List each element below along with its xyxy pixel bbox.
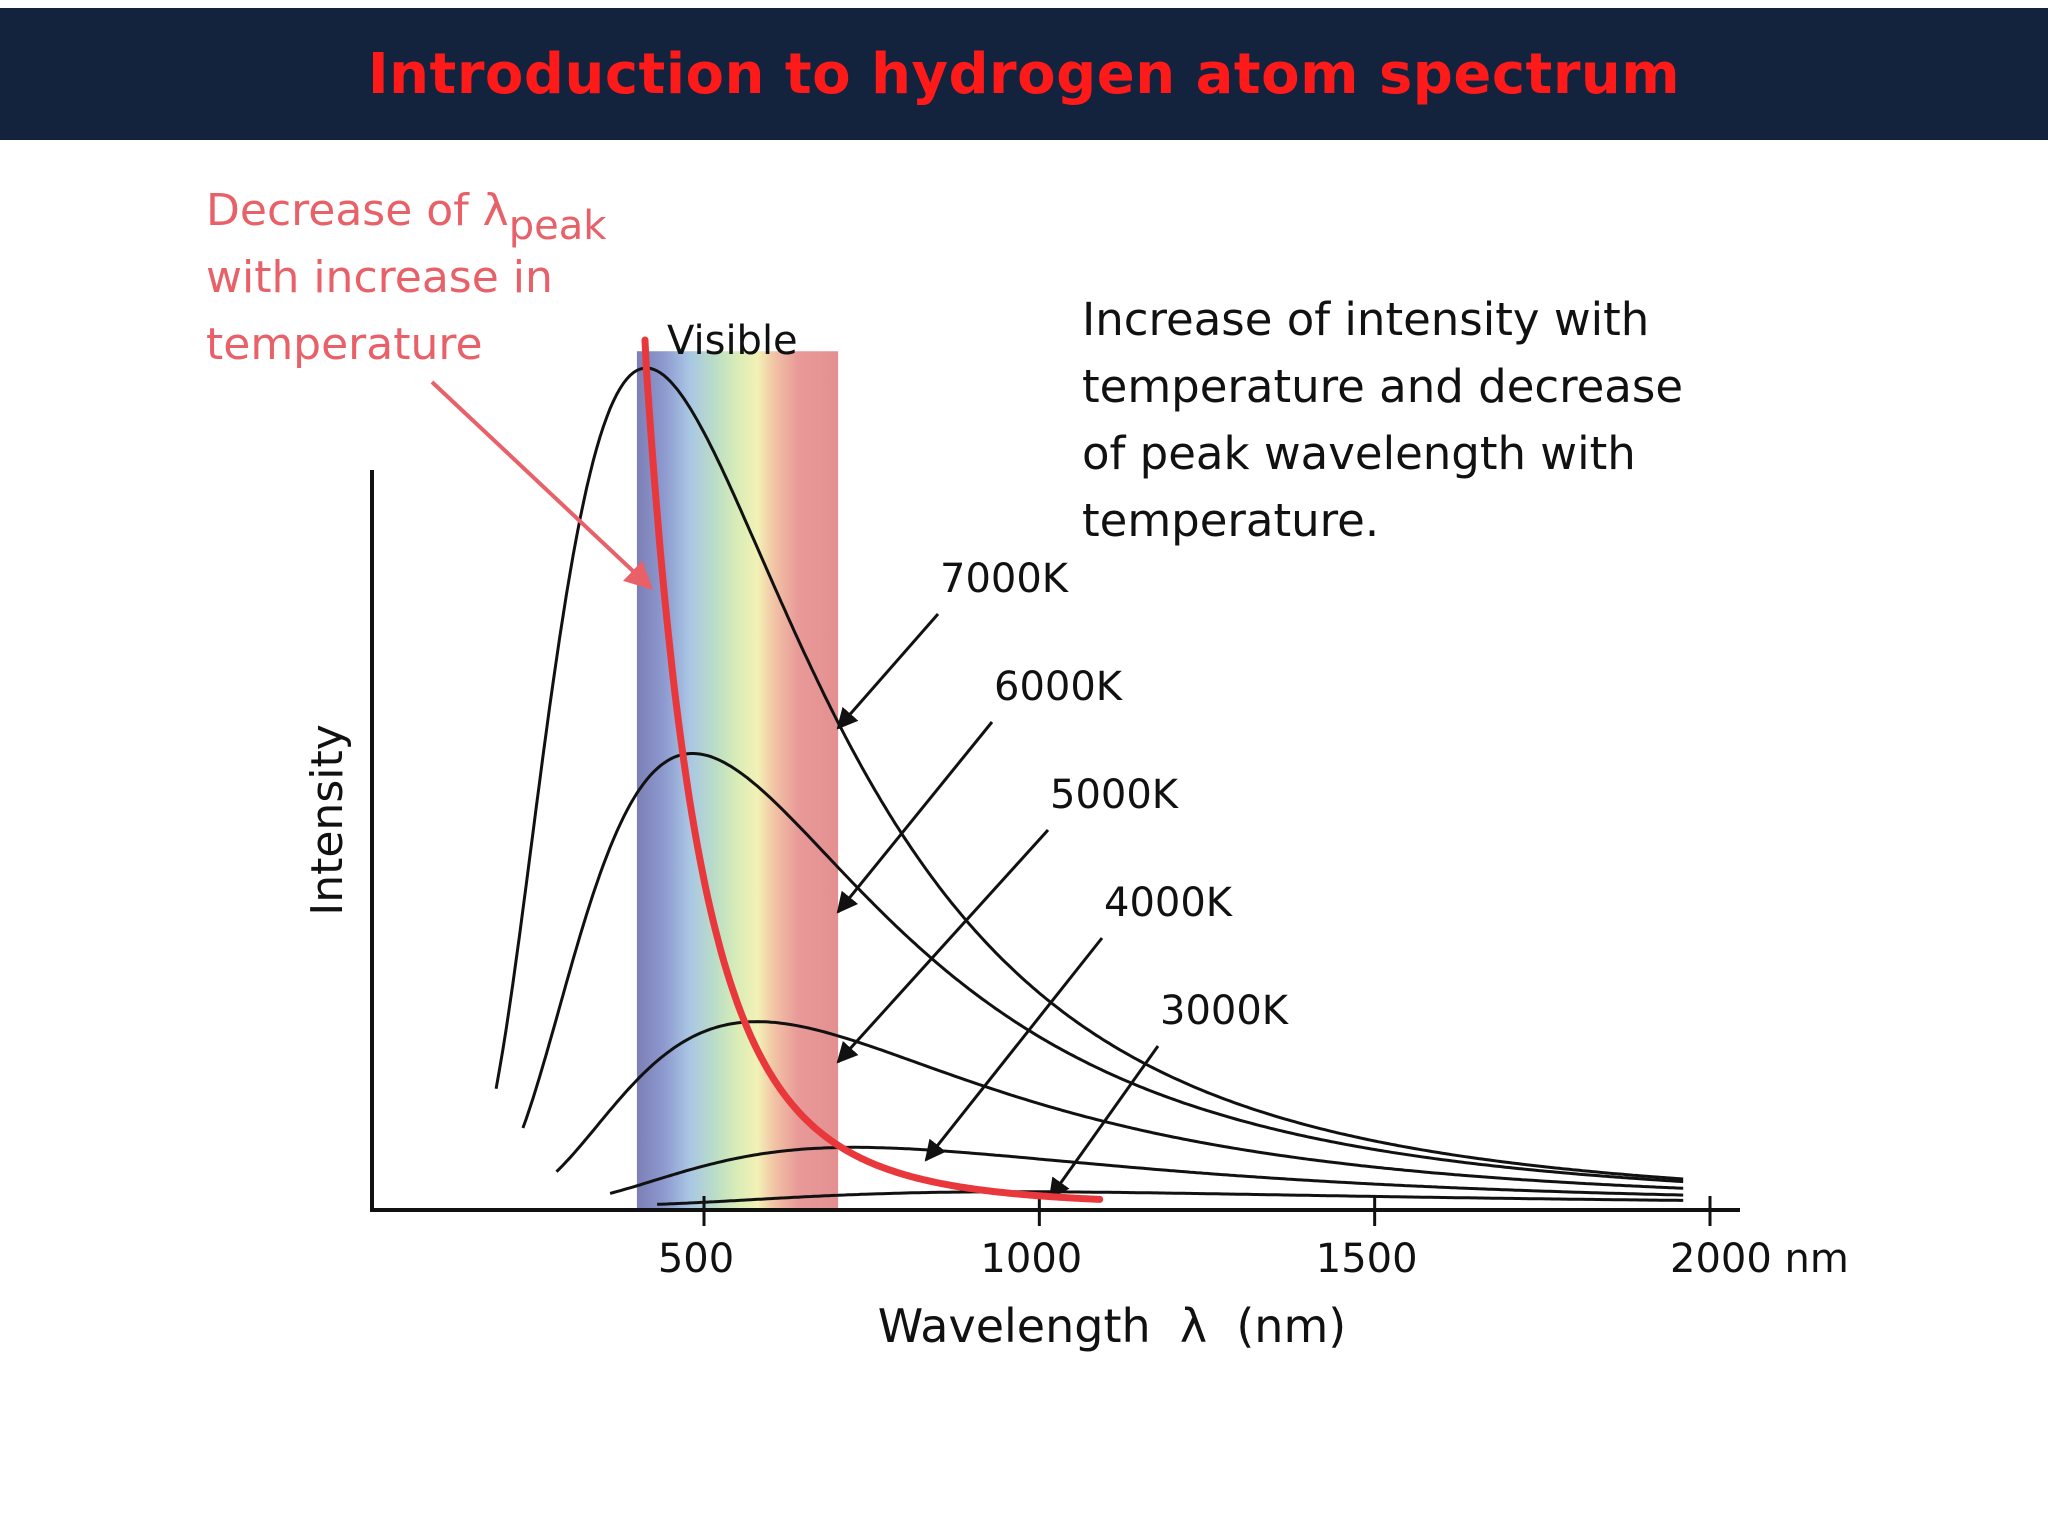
curve-3000k [657, 1190, 1684, 1206]
description-text: Increase of intensity with temperature a… [1082, 293, 1683, 547]
series-arrow-6000k [836, 721, 994, 914]
peak-annotation-line-3: temperature [206, 319, 483, 370]
x-tick-label-2000: 2000 nm [1670, 1236, 1849, 1282]
x-ticks: 500 1000 1500 2000 nm [658, 1196, 1849, 1282]
peak-wavelength-curve [641, 336, 1104, 1203]
series-label-6000k: 6000K [994, 664, 1124, 710]
peak-annotation-arrow [430, 380, 654, 590]
peak-annotation-line-2: with increase in [206, 252, 553, 303]
slide-title: Introduction to hydrogen atom spectrum [367, 41, 1681, 107]
x-tick-label-1500: 1500 [1316, 1236, 1418, 1282]
series-label-3000k: 3000K [1160, 988, 1290, 1034]
peak-subscript: peak [509, 203, 608, 249]
series-leader-arrows: 7000K 6000K 5000K 4000K 3000K [836, 556, 1290, 1200]
x-tick-label-500: 500 [658, 1236, 734, 1282]
peak-annotation: Decrease of λpeak with increase in tempe… [206, 185, 654, 590]
description-line-1: Increase of intensity with [1082, 293, 1649, 346]
description-line-2: temperature and decrease [1082, 360, 1683, 413]
description-line-3: of peak wavelength with [1082, 427, 1636, 480]
y-axis-label: Intensity [302, 724, 353, 916]
x-tick-label-1000: 1000 [980, 1236, 1082, 1282]
visible-label: Visible [667, 318, 798, 364]
series-arrow-3000k [1048, 1045, 1160, 1200]
description-line-4: temperature. [1082, 494, 1379, 547]
x-axis-label: Wavelength λ (nm) [878, 1299, 1346, 1353]
curve-6000k [521, 752, 1684, 1184]
series-label-7000k: 7000K [940, 556, 1070, 602]
curve-4000k [609, 1145, 1684, 1197]
series-arrow-4000k [924, 937, 1104, 1162]
curve-7000k [494, 366, 1684, 1181]
series-arrow-7000k [836, 613, 940, 730]
slide-header: Introduction to hydrogen atom spectrum [0, 8, 2048, 140]
series-label-4000k: 4000K [1104, 880, 1234, 926]
series-label-5000k: 5000K [1050, 772, 1180, 818]
visible-spectrum-band [636, 351, 839, 1210]
peak-annotation-line-1: Decrease of λpeak [206, 185, 607, 249]
series-arrow-5000k [836, 828, 1050, 1064]
